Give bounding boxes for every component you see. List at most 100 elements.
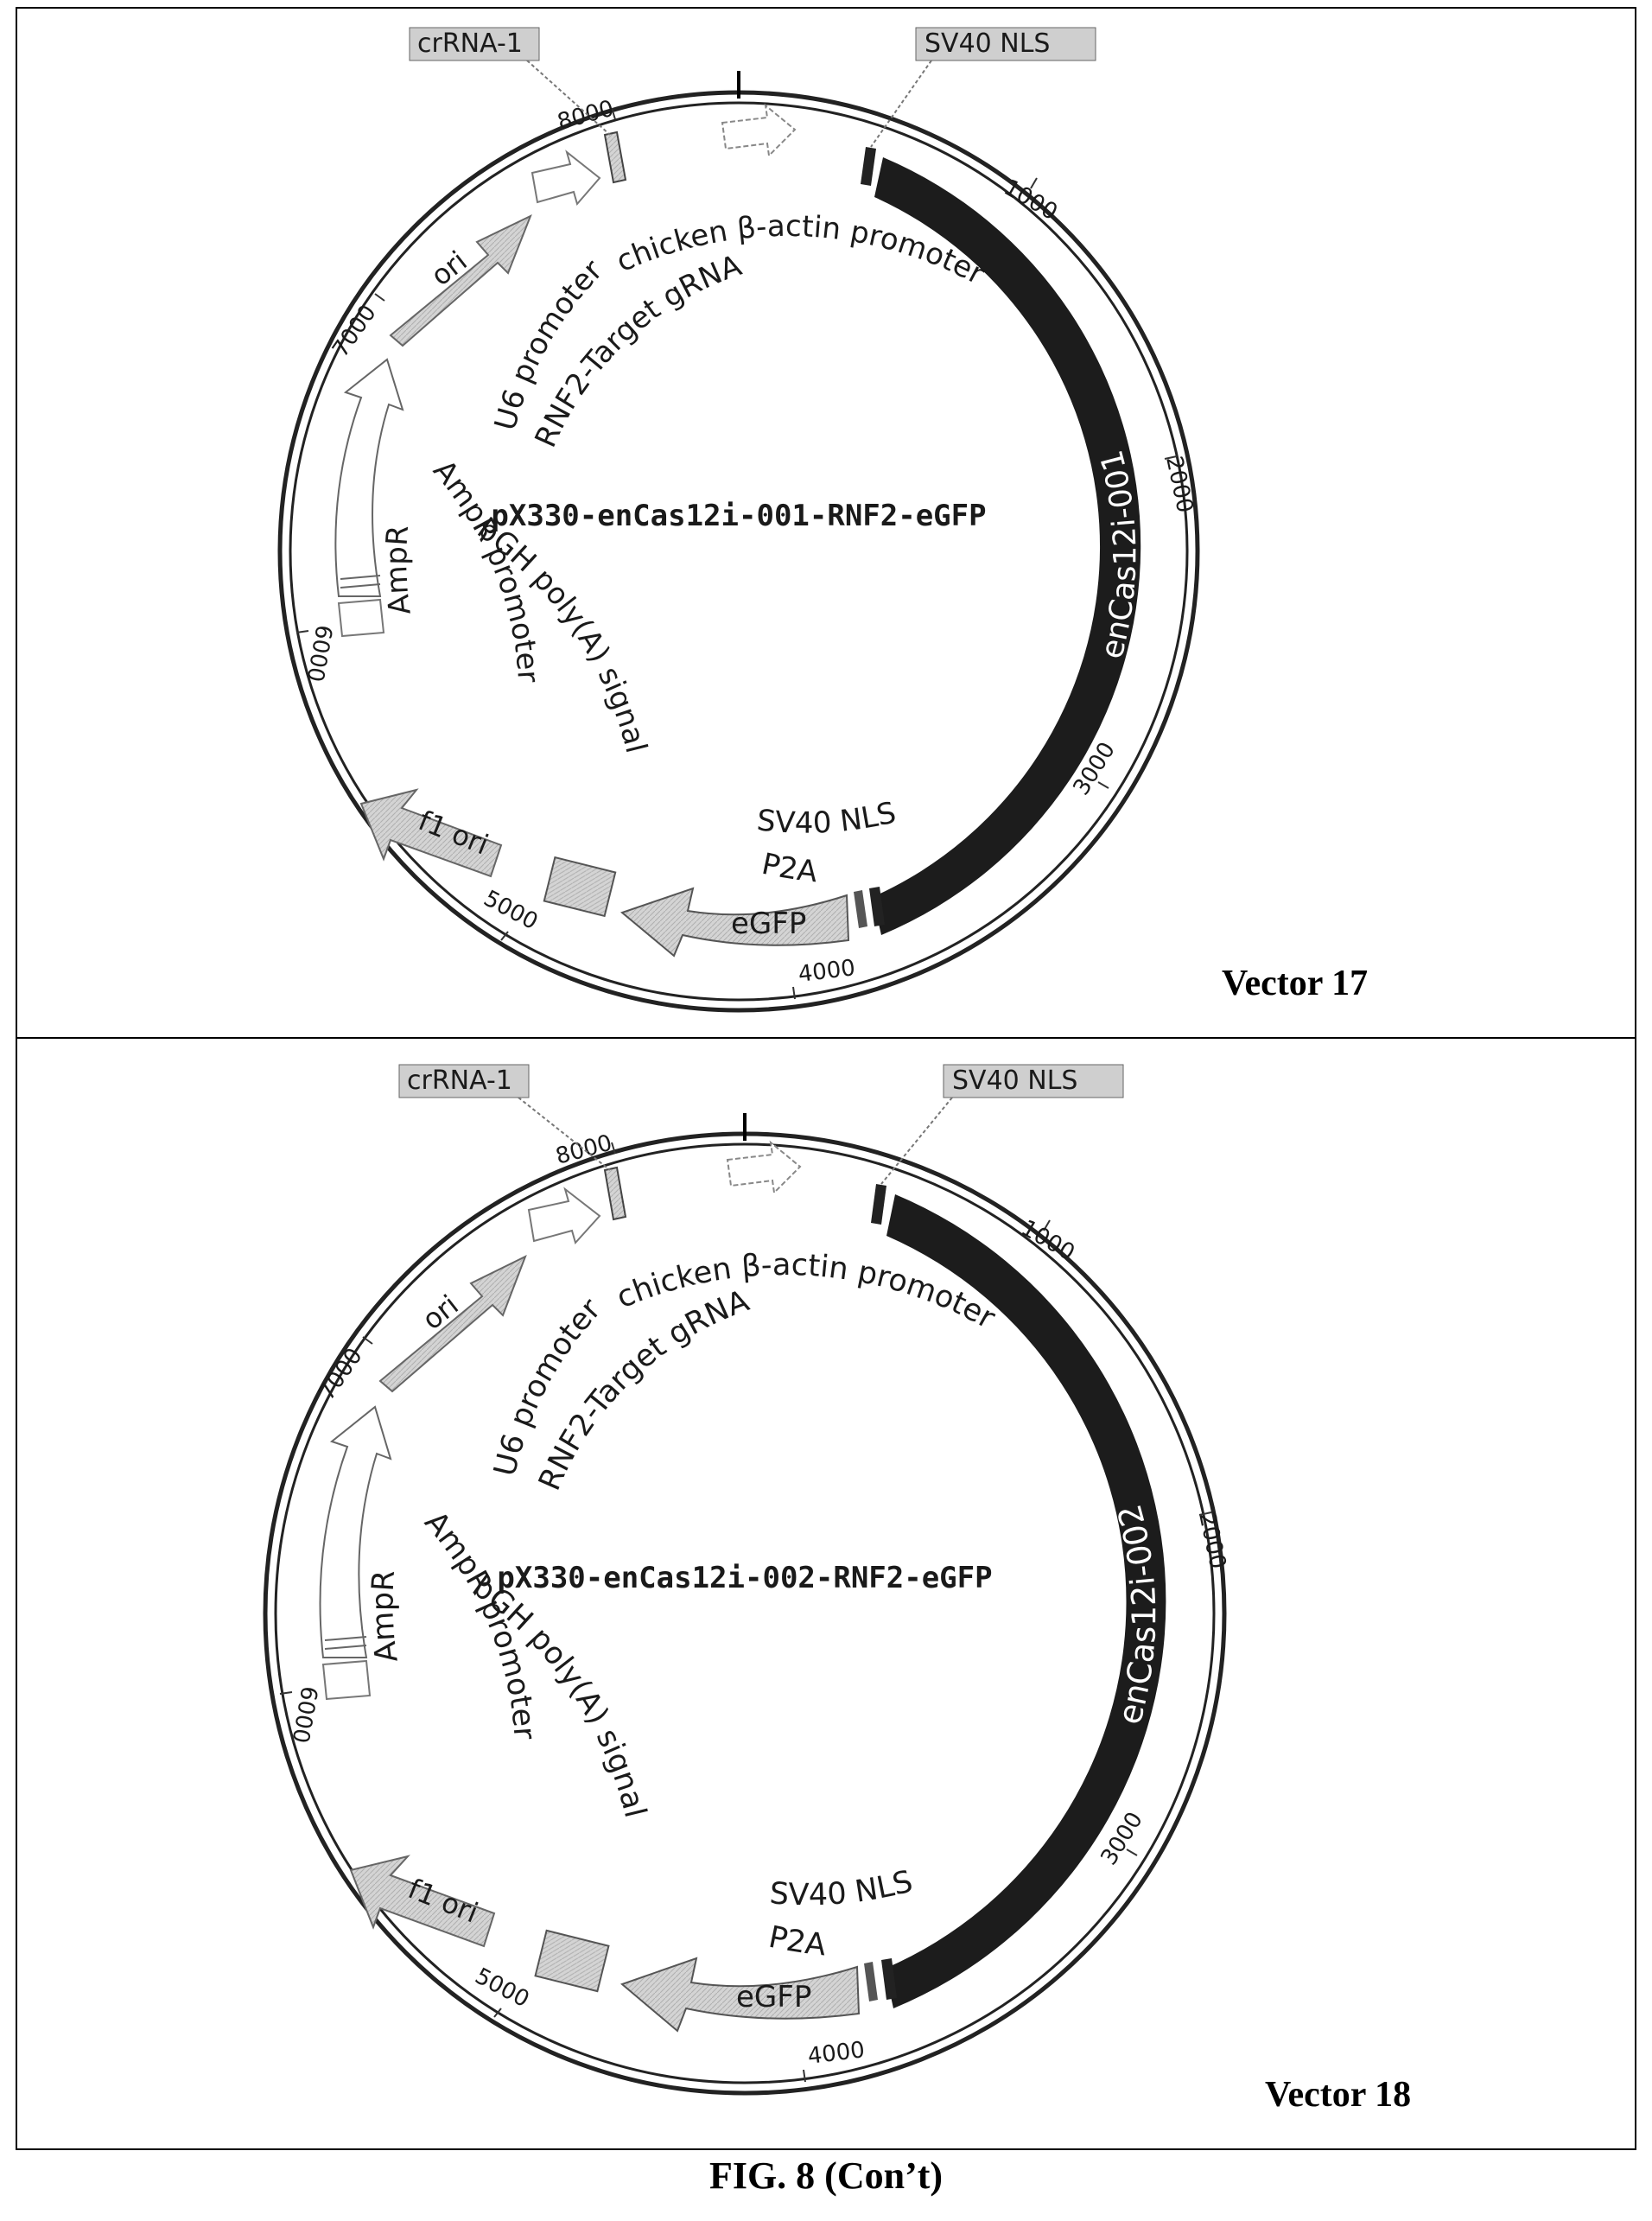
vector-18-panel: 1000 2000 3000 4000 5000 6000 7000 8000 …	[16, 1037, 1636, 2150]
p2a-marker	[864, 1962, 878, 2001]
tick-mark-8000	[611, 107, 616, 120]
f1-ori-arrow	[359, 788, 503, 878]
tick-mark-1000	[1043, 1219, 1051, 1231]
tick-5000: 5000	[471, 1963, 534, 2014]
tick-mark-1000	[1030, 177, 1038, 189]
sv40-top-label: SV40 NLS	[952, 1066, 1077, 1096]
backbone-inner-ring	[289, 101, 1189, 1002]
egfp-arrow	[620, 887, 850, 958]
sv40-top-label-box	[915, 27, 1096, 61]
plasmid-name: pX330-enCas12i-001-RNF2-eGFP	[491, 499, 986, 533]
u6-promoter-arrow	[531, 150, 601, 207]
crrna-leader-line	[518, 1097, 611, 1171]
sv40-nls-top-marker	[861, 147, 876, 186]
ori-arrow	[378, 1254, 527, 1393]
p2a-label: P2A	[766, 1920, 828, 1963]
tick-mark-2000	[1164, 455, 1178, 460]
ampr-promoter-box	[337, 598, 385, 638]
bgh-label: bGH poly(A) signal	[471, 512, 653, 756]
tick-mark-3000	[1097, 781, 1109, 789]
crrna-label: crRNA-1	[417, 29, 523, 59]
sv40-bottom-label: SV40 NLS	[768, 1864, 916, 1912]
ampr-label-path: AmpR	[365, 1569, 404, 1664]
vector-label: Vector 17	[1222, 964, 1369, 1003]
tick-mark-4000	[803, 2069, 806, 2083]
ampr-label: AmpR	[379, 525, 418, 617]
vector-17-panel: 1000 2000 3000 4000 5000 6000 7000 8000 …	[16, 7, 1636, 1039]
rnf2-target-grna-label: RNF2-Target gRNA	[529, 248, 747, 452]
f1-ori-arrow	[349, 1855, 496, 1948]
tick-mark-8000	[611, 1142, 616, 1155]
sv40-nls-bottom-marker	[881, 1958, 897, 2000]
tick-1000: 1000	[1000, 175, 1062, 226]
p2a-label-path: P2A	[759, 847, 819, 890]
tick-mark-7000	[374, 293, 385, 302]
ampr-stripe-2	[324, 1645, 367, 1650]
p2a-label: P2A	[759, 847, 819, 890]
ampr-stripe-1	[340, 575, 381, 580]
tick-6000: 6000	[287, 1684, 322, 1745]
tick-mark-3000	[1126, 1849, 1138, 1856]
egfp-label: eGFP	[731, 907, 806, 941]
tick-mark-4000	[792, 986, 796, 1000]
sv40-bottom-label-path: SV40 NLS	[768, 1864, 916, 1912]
plasmid-map-vector-18: 1000 2000 3000 4000 5000 6000 7000 8000 …	[263, 1064, 1230, 2096]
tick-4000: 4000	[797, 955, 856, 988]
tick-2000: 2000	[1160, 454, 1198, 515]
bgh-polya-box	[543, 856, 617, 918]
sv40-top-leader-line	[870, 60, 932, 148]
tick-7000: 7000	[314, 1344, 368, 1405]
tick-mark-2000	[1198, 1511, 1212, 1516]
crrna-label: crRNA-1	[407, 1066, 512, 1096]
sv40-top-label-box	[943, 1064, 1124, 1098]
ampr-promoter-box	[321, 1659, 372, 1701]
sv40-bottom-label: SV40 NLS	[755, 795, 899, 840]
sv40-nls-top-marker	[871, 1184, 886, 1225]
rnf2-target-grna-marker	[603, 130, 627, 184]
bgh-label-path: bGH poly(A) signal	[466, 1569, 652, 1821]
bgh-label-path: bGH poly(A) signal	[471, 512, 653, 756]
plasmid-name: pX330-enCas12i-002-RNF2-eGFP	[497, 1561, 992, 1595]
encas12i-arc	[885, 1194, 1166, 2008]
ampr-label-path: AmpR	[379, 525, 418, 617]
sv40-nls-bottom-marker	[869, 887, 885, 926]
rnf2-target-grna-label-path: RNF2-Target gRNA	[529, 248, 747, 452]
rnf2-target-grna-marker	[603, 1166, 627, 1221]
ampr-arrow	[334, 358, 404, 597]
tick-mark-5000	[500, 931, 509, 941]
ampr-stripe-1	[324, 1636, 367, 1641]
egfp-arrow	[620, 1957, 861, 2033]
sv40-bottom-label-path: SV40 NLS	[755, 795, 899, 840]
ampr-label: AmpR	[365, 1569, 404, 1664]
ampr-stripe-2	[340, 583, 381, 589]
chicken-promoter-arrow	[721, 103, 797, 158]
bgh-polya-box	[534, 1929, 610, 1993]
egfp-label: eGFP	[736, 1980, 811, 2014]
tick-mark-5000	[493, 2008, 502, 2018]
crrna-leader-line	[526, 60, 611, 136]
vector-label: Vector 18	[1265, 2075, 1412, 2115]
chicken-promoter-arrow	[726, 1140, 802, 1195]
tick-mark-6000	[295, 630, 309, 633]
tick-6000: 6000	[302, 623, 337, 684]
tick-2000: 2000	[1193, 1510, 1230, 1571]
figure-caption: FIG. 8 (Con’t)	[708, 2154, 944, 2197]
u6-promoter-arrow	[527, 1187, 601, 1245]
crrna-label-box	[409, 27, 540, 61]
p2a-label-path: P2A	[766, 1920, 828, 1963]
crrna-label-box	[398, 1064, 530, 1098]
tick-4000: 4000	[806, 2037, 866, 2070]
backbone-inner-ring	[274, 1142, 1216, 2084]
ampr-arrow	[319, 1405, 392, 1658]
tick-mark-7000	[362, 1336, 373, 1345]
plasmid-map-vector-17: 1000 2000 3000 4000 5000 6000 7000 8000 …	[277, 27, 1200, 1013]
sv40-top-leader-line	[880, 1097, 953, 1185]
bgh-label: bGH poly(A) signal	[466, 1569, 652, 1821]
tick-8000: 8000	[553, 1130, 615, 1170]
p2a-marker	[854, 890, 867, 928]
ori-arrow	[389, 213, 532, 347]
tick-5000: 5000	[480, 886, 543, 936]
tick-mark-6000	[279, 1691, 293, 1695]
sv40-top-label: SV40 NLS	[924, 29, 1050, 59]
encas12i-arc	[873, 157, 1141, 935]
